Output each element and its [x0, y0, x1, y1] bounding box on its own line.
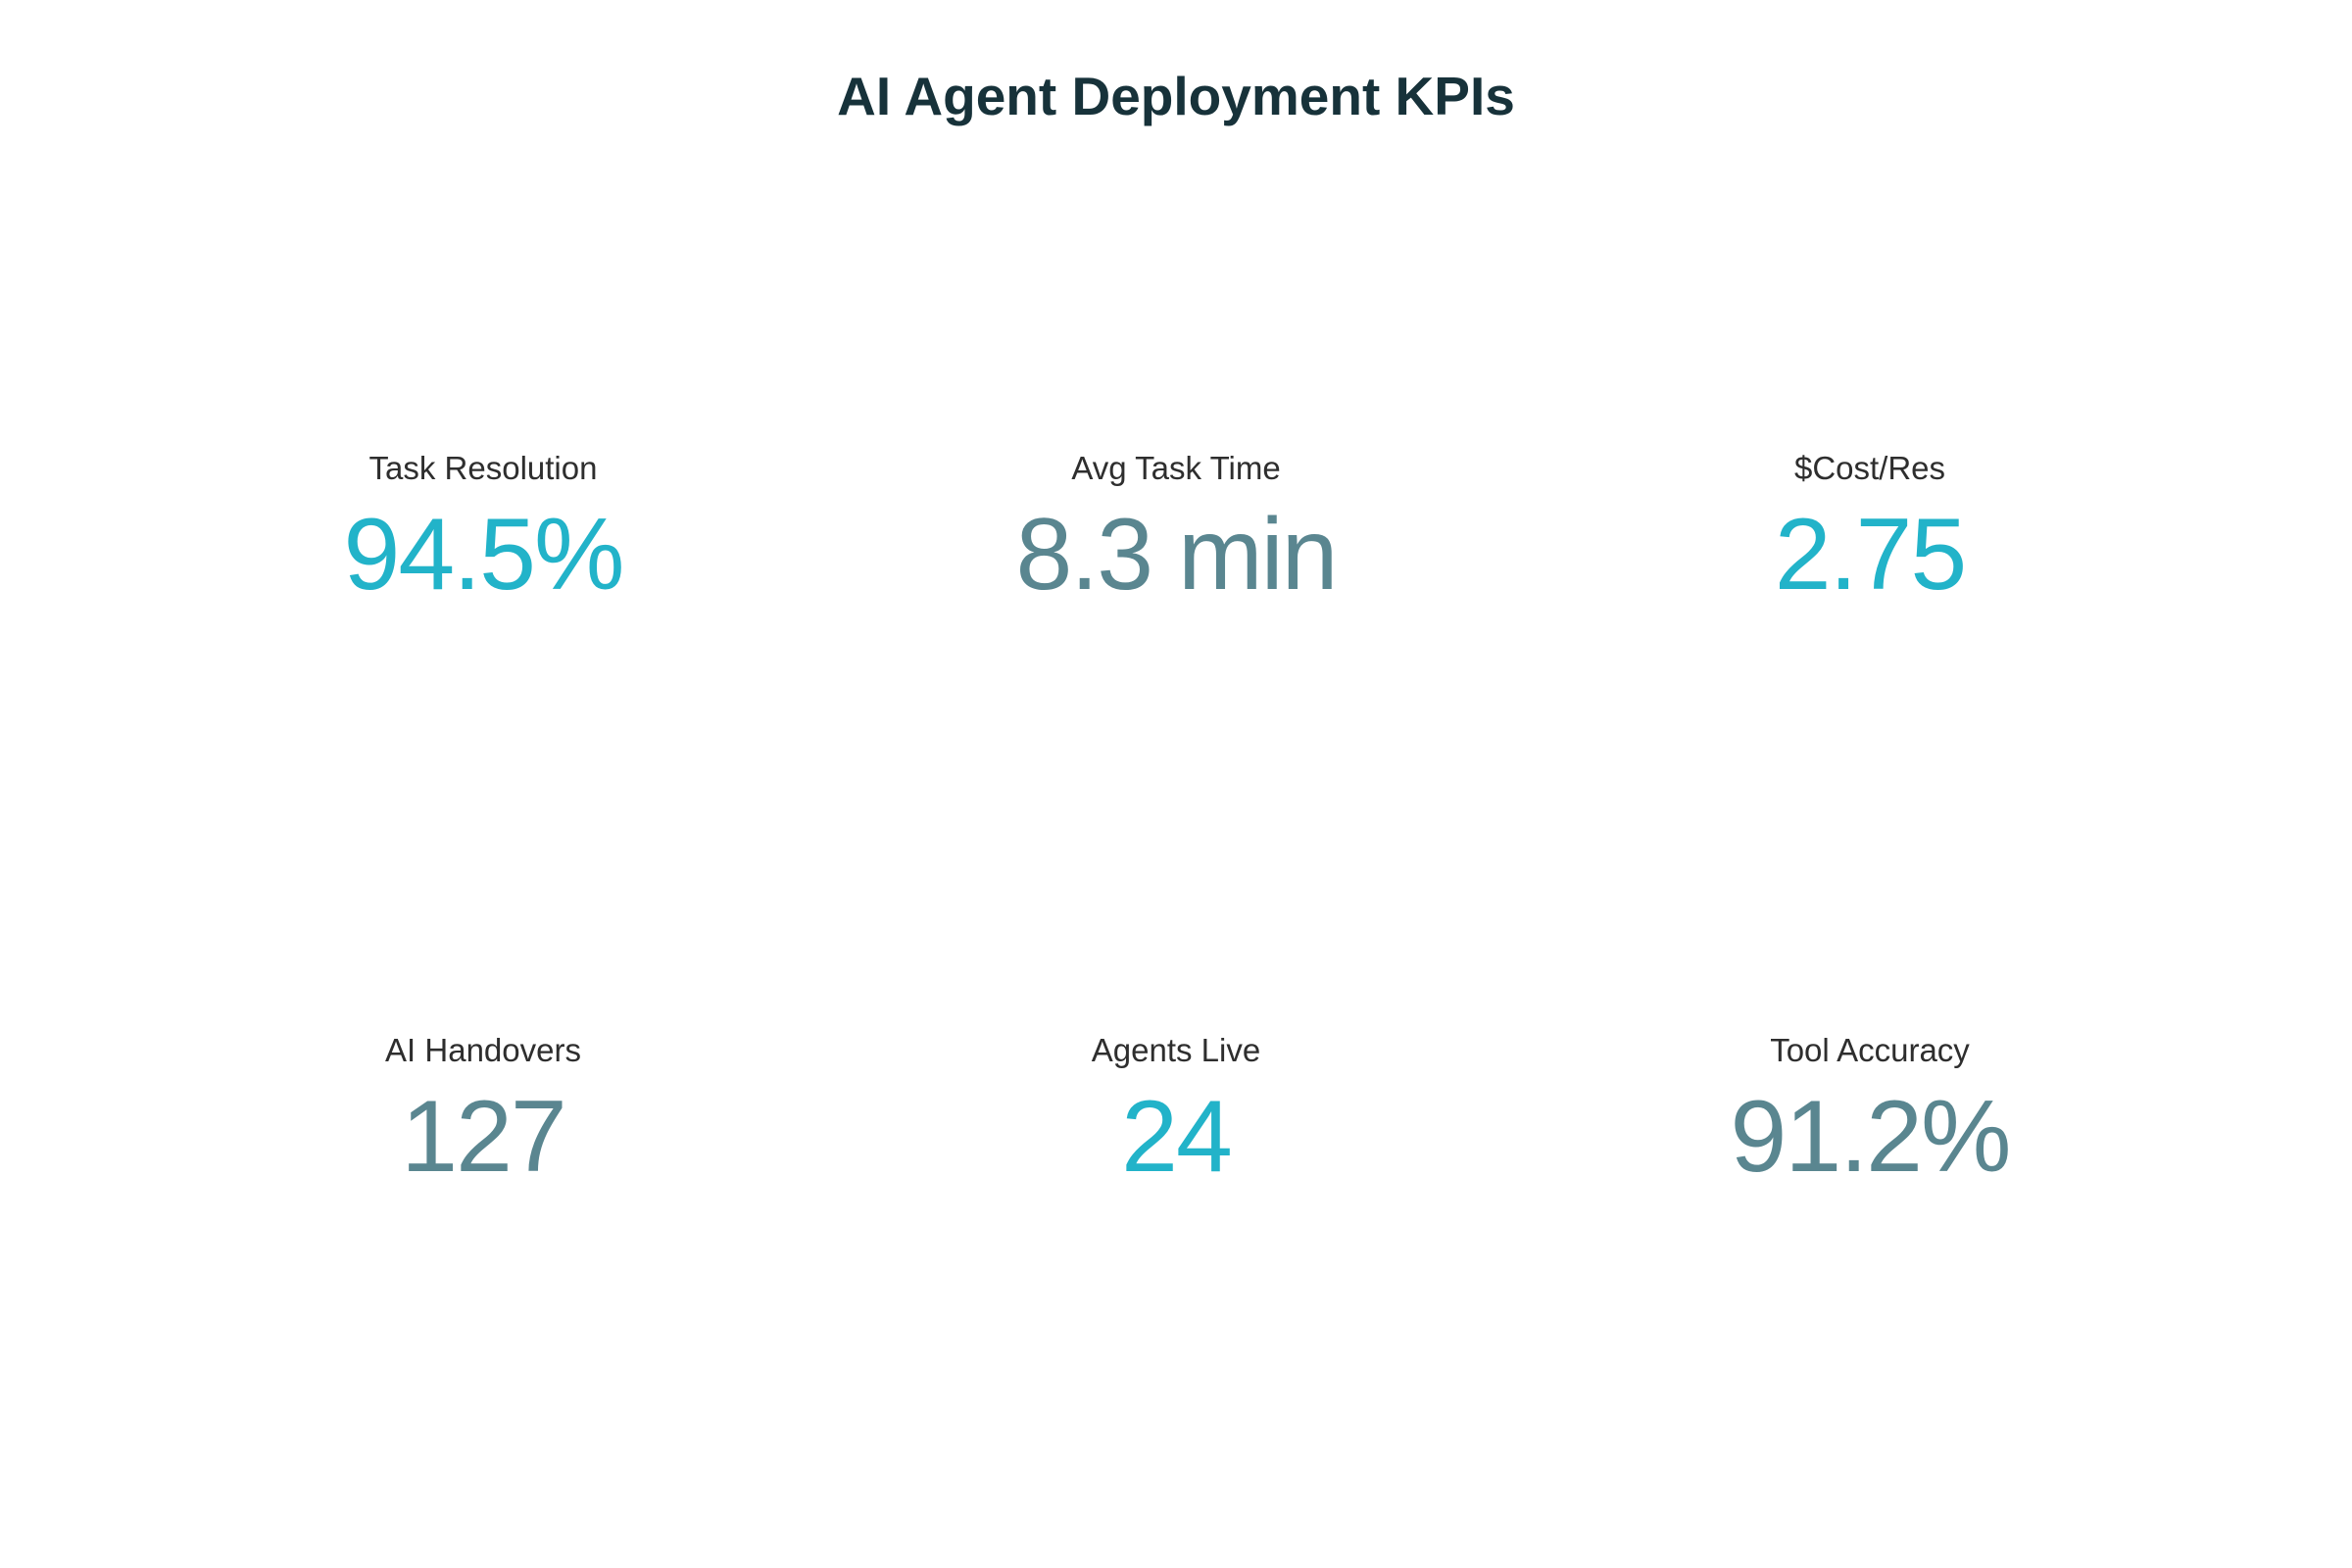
kpi-label: Task Resolution [368, 450, 598, 486]
kpi-card-agents-live: Agents Live 24 [833, 1029, 1519, 1215]
kpi-value: 8.3 min [1015, 498, 1338, 612]
kpi-card-tool-accuracy: Tool Accuracy 91.2% [1527, 1029, 2213, 1215]
kpi-label: Avg Task Time [1071, 450, 1281, 486]
kpi-card-avg-task-time: Avg Task Time 8.3 min [833, 447, 1519, 633]
kpi-value: 2.75 [1774, 498, 1967, 612]
kpi-value: 24 [1121, 1080, 1233, 1194]
kpi-value: 91.2% [1730, 1080, 2012, 1194]
kpi-card-task-resolution: Task Resolution 94.5% [140, 447, 826, 633]
kpi-label: AI Handovers [385, 1032, 581, 1068]
kpi-label: $Cost/Res [1793, 450, 1946, 486]
kpi-card-ai-handovers: AI Handovers 127 [140, 1029, 826, 1215]
kpi-card-cost-per-resolution: $Cost/Res 2.75 [1527, 447, 2213, 633]
kpi-value: 127 [401, 1080, 567, 1194]
page-title: AI Agent Deployment KPIs [837, 66, 1515, 126]
kpi-label: Agents Live [1091, 1032, 1261, 1068]
kpi-label: Tool Accuracy [1770, 1032, 1970, 1068]
kpi-value: 94.5% [343, 498, 625, 612]
